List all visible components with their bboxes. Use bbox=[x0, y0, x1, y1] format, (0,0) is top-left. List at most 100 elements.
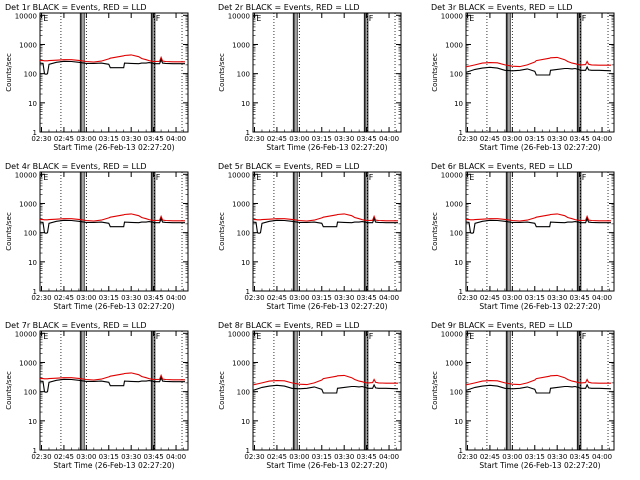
panel-9-x-tick-label: 03:30 bbox=[547, 453, 567, 461]
panel-8-x-tick-label: 04:00 bbox=[379, 453, 399, 461]
panel-6-y-axis-label: Counts/sec bbox=[431, 212, 439, 251]
panel-7-x-tick-label: 03:00 bbox=[76, 453, 96, 461]
panel-1-y-tick-label: 100 bbox=[24, 71, 37, 79]
panel-2-title: Det 2r BLACK = Events, RED = LLD bbox=[218, 3, 360, 12]
panel-9-marker-f: F bbox=[582, 332, 587, 341]
panel-4-x-tick-label: 02:45 bbox=[54, 294, 74, 302]
panel-8-events-series-line bbox=[252, 383, 399, 394]
panel-8-x-tick-label: 03:30 bbox=[334, 453, 354, 461]
panel-2-marker-f: F bbox=[369, 14, 374, 23]
panel-5-y-tick-label: 100 bbox=[237, 230, 250, 238]
panel-8-marker-f: F bbox=[369, 332, 374, 341]
panel-7-y-tick-label: 10000 bbox=[15, 330, 37, 338]
detector-panel-9: Det 9r BLACK = Events, RED = LLD 1 10 100 10… bbox=[431, 321, 615, 470]
panel-8-x-tick-label: 02:45 bbox=[267, 453, 287, 461]
detector-panel-7: Det 7r BLACK = Events, RED = LLD 1 10 100 10… bbox=[5, 321, 189, 470]
panel-9-x-tick-label: 03:15 bbox=[525, 453, 545, 461]
panel-8-y-tick-label: 1000 bbox=[232, 359, 250, 367]
panel-3-x-tick-label: 04:00 bbox=[592, 135, 612, 143]
panel-4-y-tick-label: 100 bbox=[24, 230, 37, 238]
panel-1-lld-series-line bbox=[40, 54, 185, 63]
panel-1-x-tick-label: 03:30 bbox=[121, 135, 141, 143]
panel-5-y-tick-label: 10 bbox=[241, 259, 250, 267]
panel-1-x-tick-label: 03:00 bbox=[76, 135, 96, 143]
panel-5-x-tick-label: 02:45 bbox=[267, 294, 287, 302]
panel-6-x-axis-label: Start Time (26-Feb-13 02:27:20) bbox=[479, 302, 600, 311]
panel-6-x-tick-label: 03:00 bbox=[502, 294, 522, 302]
panel-6-y-tick-label: 10 bbox=[454, 259, 463, 267]
panel-3-y-tick-label: 10000 bbox=[441, 12, 463, 20]
panel-6-marker-e: E bbox=[469, 173, 474, 182]
panel-6-lld-series-line bbox=[466, 213, 611, 222]
panel-7-lld-series-line bbox=[40, 372, 185, 381]
panel-1-y-axis-label: Counts/sec bbox=[5, 53, 13, 92]
panel-3-x-tick-label: 02:30 bbox=[457, 135, 477, 143]
panel-5-plot-frame bbox=[252, 171, 402, 292]
panel-1-events-series-line bbox=[39, 58, 185, 75]
panel-4-title: Det 4r BLACK = Events, RED = LLD bbox=[5, 162, 147, 171]
panel-6-x-tick-label: 02:45 bbox=[480, 294, 500, 302]
panel-2-y-axis-label: Counts/sec bbox=[218, 53, 226, 92]
panel-8-x-tick-label: 02:30 bbox=[244, 453, 264, 461]
panel-9-x-tick-label: 02:45 bbox=[480, 453, 500, 461]
panel-3-events-series-line bbox=[465, 65, 612, 76]
panel-4-x-tick-label: 03:30 bbox=[121, 294, 141, 302]
panel-4-lld-series-line bbox=[40, 213, 185, 222]
panel-5-lld-series-line bbox=[253, 213, 398, 222]
panel-1-y-tick-label: 10 bbox=[28, 100, 37, 108]
panel-1-marker-e: E bbox=[43, 14, 48, 23]
detector-panel-6: Det 6r BLACK = Events, RED = LLD 1 10 100 10… bbox=[431, 162, 615, 311]
panel-2-x-axis-label: Start Time (26-Feb-13 02:27:20) bbox=[266, 143, 387, 152]
panel-6-events-series-line bbox=[465, 217, 611, 234]
panel-9-x-tick-label: 03:45 bbox=[570, 453, 590, 461]
panel-4-y-tick-label: 1000 bbox=[19, 200, 37, 208]
panel-9-x-tick-label: 04:00 bbox=[592, 453, 612, 461]
panel-5-x-tick-label: 03:45 bbox=[357, 294, 377, 302]
panel-5-y-axis-label: Counts/sec bbox=[218, 212, 226, 251]
panel-7-marker-f: F bbox=[156, 332, 161, 341]
panel-2-marker-e: E bbox=[256, 14, 261, 23]
panel-3-marker-e: E bbox=[469, 14, 474, 23]
panel-7-x-tick-label: 02:30 bbox=[31, 453, 51, 461]
panel-4-marker-f: F bbox=[156, 173, 161, 182]
panel-6-x-tick-label: 03:45 bbox=[570, 294, 590, 302]
panel-8-y-tick-label: 10000 bbox=[228, 330, 250, 338]
panel-1-y-tick-label: 1 bbox=[33, 129, 37, 137]
panel-4-x-tick-label: 04:00 bbox=[166, 294, 186, 302]
panel-3-plot-frame bbox=[465, 12, 615, 133]
panel-9-x-tick-label: 03:00 bbox=[502, 453, 522, 461]
detector-panel-8: Det 8r BLACK = Events, RED = LLD 1 10 100 10… bbox=[218, 321, 402, 470]
panel-6-x-tick-label: 03:30 bbox=[547, 294, 567, 302]
panel-3-x-tick-label: 03:30 bbox=[547, 135, 567, 143]
panel-5-x-tick-label: 02:30 bbox=[244, 294, 264, 302]
panel-8-plot-frame bbox=[252, 330, 402, 451]
panel-9-x-axis-label: Start Time (26-Feb-13 02:27:20) bbox=[479, 461, 600, 470]
panel-9-marker-e: E bbox=[469, 332, 474, 341]
panel-8-x-tick-label: 03:45 bbox=[357, 453, 377, 461]
panel-2-x-tick-label: 03:00 bbox=[289, 135, 309, 143]
panel-4-marker-e: E bbox=[43, 173, 48, 182]
panel-3-marker-f: F bbox=[582, 14, 587, 23]
panel-9-title: Det 9r BLACK = Events, RED = LLD bbox=[431, 321, 573, 330]
panel-8-x-tick-label: 03:15 bbox=[312, 453, 332, 461]
panel-7-x-tick-label: 03:45 bbox=[144, 453, 164, 461]
panel-4-plot-frame bbox=[39, 171, 189, 292]
panel-6-y-tick-label: 1000 bbox=[445, 200, 463, 208]
panel-3-x-tick-label: 03:15 bbox=[525, 135, 545, 143]
panel-7-events-series-line bbox=[39, 376, 185, 393]
panel-6-y-tick-label: 10000 bbox=[441, 171, 463, 179]
panel-6-x-tick-label: 04:00 bbox=[592, 294, 612, 302]
panel-4-y-tick-label: 1 bbox=[33, 288, 37, 296]
panel-3-lld-series-line bbox=[465, 56, 611, 68]
panel-7-x-tick-label: 03:15 bbox=[99, 453, 119, 461]
panel-1-x-tick-label: 03:15 bbox=[99, 135, 119, 143]
panel-4-x-tick-label: 02:30 bbox=[31, 294, 51, 302]
panel-2-x-tick-label: 04:00 bbox=[379, 135, 399, 143]
panel-3-x-tick-label: 03:00 bbox=[502, 135, 522, 143]
panel-9-lld-series-line bbox=[465, 374, 611, 386]
panel-9-y-tick-label: 1 bbox=[459, 447, 463, 455]
panel-8-y-tick-label: 10 bbox=[241, 418, 250, 426]
panel-9-x-tick-label: 02:30 bbox=[457, 453, 477, 461]
panel-5-marker-e: E bbox=[256, 173, 261, 182]
detector-panel-5: Det 5r BLACK = Events, RED = LLD 1 10 100 10… bbox=[218, 162, 402, 311]
